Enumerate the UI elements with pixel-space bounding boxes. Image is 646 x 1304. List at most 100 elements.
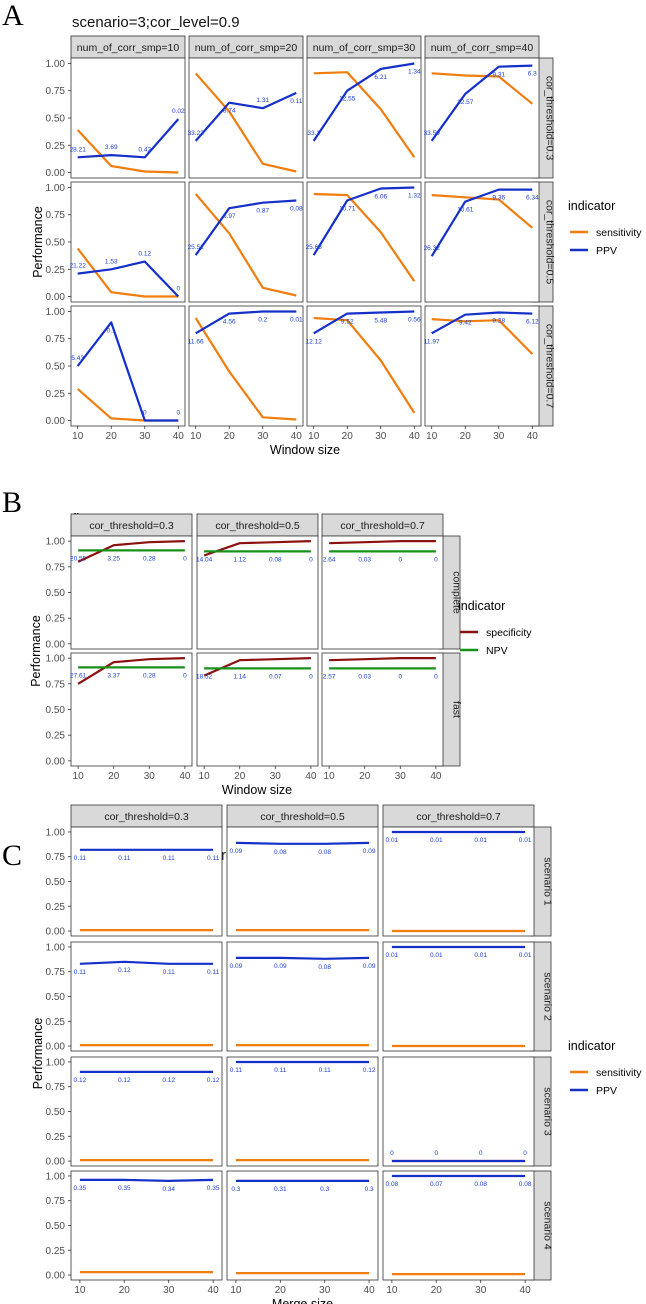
data-label: 21.22 [70, 263, 87, 270]
column-strip-label: cor_threshold=0.7 [340, 520, 425, 532]
series-line-sensitivity [313, 71, 416, 158]
y-tick-label: 0.00 [46, 1042, 66, 1053]
series-line-ppv [77, 260, 180, 298]
data-label: 0.3 [320, 1186, 329, 1193]
data-label: 0.08 [274, 849, 287, 856]
x-tick-label: 30 [493, 431, 505, 442]
series-line-sensitivity [431, 194, 534, 229]
data-label: 5.43 [71, 355, 84, 362]
legend-title: indicator [458, 599, 505, 613]
data-label: 0.42 [138, 146, 151, 153]
data-label: 0.09 [230, 963, 243, 970]
x-tick-label: 30 [270, 771, 282, 782]
y-tick-label: 1.00 [46, 1171, 66, 1182]
data-label: 0.12 [162, 1077, 175, 1084]
data-label: 1.32 [408, 192, 421, 199]
y-tick-label: 0.50 [46, 1107, 66, 1118]
y-tick-label: 0.00 [46, 1157, 66, 1168]
series-line-specificity [329, 539, 436, 545]
legend-label: PPV [596, 1085, 617, 1097]
x-axis-title: Window size [270, 443, 340, 457]
data-label: 11.97 [424, 338, 440, 345]
x-tick-label: 10 [230, 1285, 242, 1296]
data-label: 0.28 [143, 672, 156, 679]
data-label: 0.35 [74, 1185, 87, 1192]
series-line-sensitivity [313, 316, 416, 414]
series-line-ppv [235, 956, 370, 960]
plot-panel [226, 1056, 379, 1167]
data-label: 10.61 [457, 207, 474, 214]
data-label: 0.35 [207, 1185, 220, 1192]
y-tick-label: 1.00 [46, 537, 66, 548]
y-tick-label: 0.25 [46, 389, 66, 400]
y-tick-label: 0.25 [46, 265, 66, 276]
y-tick-label: 1.00 [46, 1057, 66, 1068]
y-axis-title: Performance [31, 1018, 45, 1090]
data-label: 18.52 [196, 673, 213, 680]
y-tick-label: 0.75 [46, 210, 66, 221]
x-tick-label: 20 [275, 1285, 287, 1296]
data-label: 0.07 [269, 673, 282, 680]
data-label: 9.31 [492, 72, 505, 79]
series-line-sensitivity [76, 129, 179, 174]
data-label: 0 [309, 556, 313, 563]
plot-panel [70, 826, 223, 937]
series-line-ppv [430, 64, 533, 142]
data-label: 2.64 [323, 556, 336, 563]
y-tick-label: 0.25 [46, 1132, 66, 1143]
x-tick-label: 10 [72, 431, 84, 442]
data-label: 0 [309, 673, 313, 680]
x-tick-label: 20 [108, 771, 120, 782]
series-line-ppv [79, 1178, 214, 1183]
data-label: 0.01 [430, 837, 443, 844]
data-label: 25.68 [306, 244, 323, 251]
data-label: 14.04 [196, 556, 213, 563]
y-axis-title: Performance [31, 206, 45, 278]
data-label: 12.12 [306, 338, 323, 345]
plot-panel [70, 535, 193, 650]
data-label: 6.06 [374, 194, 387, 201]
row-strip-label: scenario 2 [542, 972, 554, 1021]
data-label: 0.01 [519, 952, 532, 959]
data-label: 0.03 [358, 556, 371, 563]
series-line-specificity [77, 657, 185, 685]
plot-panel [70, 941, 223, 1052]
series-line-specificity [203, 540, 311, 557]
row-strip-label: complete [451, 571, 463, 614]
x-tick-label: 40 [305, 771, 317, 782]
data-label: 27.61 [70, 672, 87, 679]
data-label: 0.11 [74, 855, 87, 862]
data-label: 0.01 [519, 837, 532, 844]
legend-label: NPV [486, 645, 508, 657]
data-label: 0.12 [363, 1067, 376, 1074]
plot-panel [226, 1170, 379, 1281]
x-tick-label: 10 [199, 771, 211, 782]
data-label: 12.57 [457, 99, 474, 106]
panel-letter: C [2, 839, 22, 872]
x-tick-label: 20 [460, 431, 472, 442]
data-label: 0 [176, 410, 180, 417]
data-label: 0.08 [474, 1181, 487, 1188]
data-label: 0.08 [519, 1181, 532, 1188]
x-tick-label: 10 [426, 431, 438, 442]
y-tick-label: 0.50 [46, 238, 66, 249]
legend-label: specificity [486, 627, 532, 639]
plot-panel [321, 652, 444, 767]
series-line-ppv [79, 960, 214, 965]
data-label: 0.28 [143, 555, 156, 562]
data-label: 6.34 [526, 195, 539, 202]
data-label: 0 [183, 555, 187, 562]
x-tick-label: 20 [106, 431, 118, 442]
plot-panel [424, 57, 540, 179]
legend-label: sensitivity [596, 1067, 642, 1079]
data-label: 0.11 [274, 1067, 287, 1074]
data-label: 0.12 [138, 251, 151, 258]
row-strip-label: scenario 1 [542, 857, 554, 906]
plot-panel [70, 181, 186, 303]
x-axis-title: Merge size [272, 1297, 333, 1304]
y-tick-label: 1.00 [46, 942, 66, 953]
series-line-ppv [312, 186, 415, 256]
x-tick-label: 20 [224, 431, 236, 442]
x-tick-label: 10 [190, 431, 202, 442]
